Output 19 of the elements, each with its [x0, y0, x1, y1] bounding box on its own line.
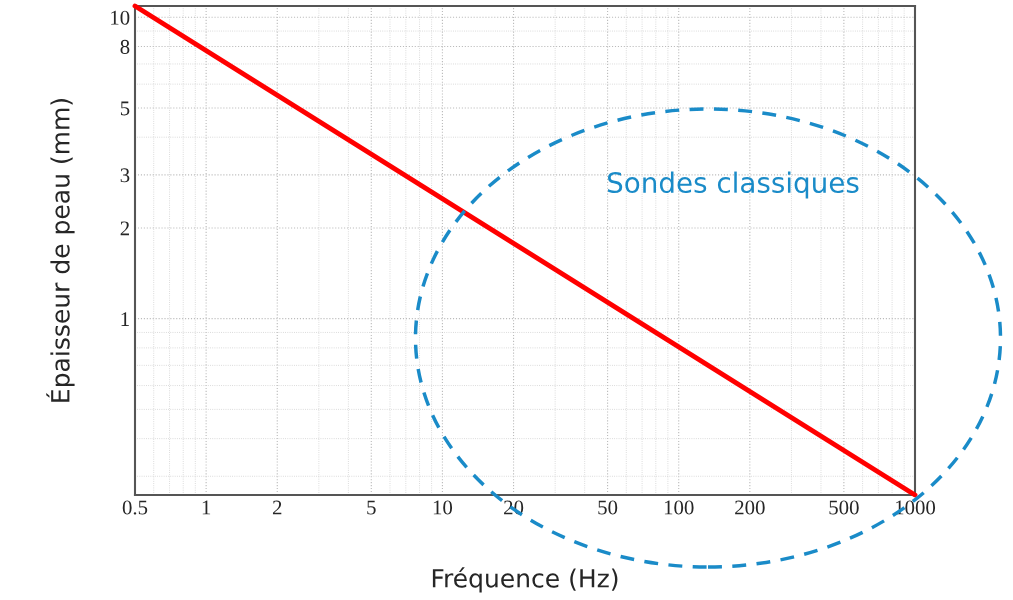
- x-tick-label: 2: [272, 500, 282, 515]
- x-tick-label: 0.5: [122, 500, 148, 515]
- y-axis-title: Épaisseur de peau (mm): [46, 99, 75, 402]
- x-tick-label: 10: [433, 500, 453, 515]
- y-tick-label: 2: [120, 221, 129, 236]
- annotation: Sondes classiques: [607, 171, 859, 199]
- y-tick-label: 3: [120, 168, 130, 183]
- x-axis-title: Fréquence (Hz): [432, 567, 618, 593]
- y-tick-label: 1: [121, 312, 129, 326]
- x-tick-label: 50: [598, 500, 618, 515]
- x-tick-label: 500: [829, 500, 859, 515]
- y-tick-label: 8: [120, 39, 130, 54]
- x-tick-label: 1: [202, 500, 211, 515]
- y-tick-label: 10: [111, 10, 130, 25]
- y-tick-label: 5: [120, 101, 130, 116]
- x-tick-label: 200: [735, 500, 765, 515]
- x-tick-label: 100: [664, 500, 694, 515]
- x-tick-label: 5: [367, 500, 376, 515]
- x-tick-label: 1000: [896, 500, 936, 515]
